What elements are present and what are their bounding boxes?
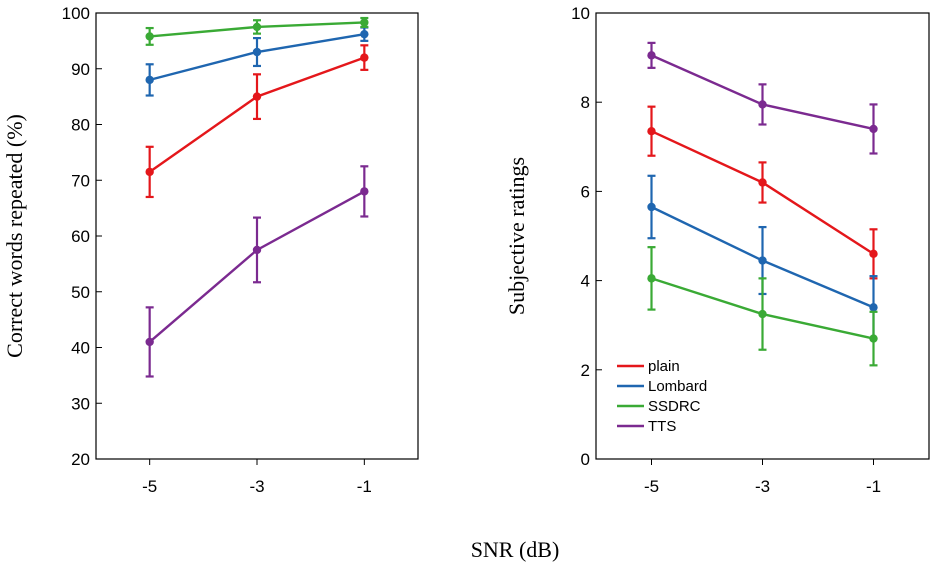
right-y-tick-label: 6 [581,182,590,201]
left-ssdrc-point [360,18,369,27]
right-lombard-point [869,303,878,312]
shared-x-axis-label: SNR (dB) [471,537,560,562]
right-y-tick-label: 0 [581,450,590,469]
right-series-ssdrc [647,246,878,367]
legend-label-tts: TTS [648,418,676,435]
right-lombard-point [758,256,767,265]
left-y-tick-label: 70 [71,171,90,190]
left-y-tick-label: 30 [71,394,90,413]
right-ssdrc-point [647,274,656,283]
right-y-tick-label: 4 [581,272,590,291]
right-y-axis-label: Subjective ratings [504,157,529,315]
left-axis-ticks: 20 30 40 50 60 70 80 90 100 -5 -3 -1 [62,4,372,496]
left-lombard-point [145,75,154,85]
right-y-tick-label: 2 [581,361,590,380]
left-tts-point [252,245,262,255]
left-y-tick-label: 60 [71,227,90,246]
right-plain-point [647,126,656,136]
left-y-tick-label: 20 [71,450,90,469]
right-series-lombard [647,174,878,340]
right-y-tick-label: 10 [571,4,590,23]
left-x-tick-label: -3 [249,477,264,496]
left-y-tick-label: 40 [71,339,90,358]
right-series [647,41,878,367]
right-ssdrc-point [758,309,767,319]
left-ssdrc-point [145,32,154,41]
left-tts-point [360,187,369,196]
right-plain-point [869,249,878,259]
left-series-plain [145,44,369,199]
right-x-tick-label: -3 [755,477,770,496]
left-ssdrc-point [252,22,262,32]
left-series-tts [145,165,369,378]
right-y-tick-label: 8 [581,93,590,112]
right-x-tick-label: -1 [866,477,881,496]
left-series-ssdrc [145,16,369,46]
left-series [145,16,369,378]
left-series-lombard [145,26,369,97]
legend-label-ssdrc: SSDRC [648,398,701,415]
right-tts-point [647,51,656,60]
left-plain-point [360,53,369,62]
left-x-tick-label: -1 [357,477,372,496]
right-lombard-point [647,202,656,212]
left-y-axis-label: Correct words repeated (%) [2,114,27,358]
right-x-tick-label: -5 [644,477,659,496]
legend: plain Lombard SSDRC TTS [617,358,707,435]
right-plain-point [758,178,767,187]
left-y-tick-label: 90 [71,60,90,79]
right-panel: Subjective ratings 0 2 4 6 8 10 -5 -3 -1 plain Lo… [504,4,930,496]
left-plain-point [252,92,262,101]
left-y-tick-label: 50 [71,283,90,302]
left-tts-point [145,337,154,347]
left-y-tick-label: 100 [62,4,90,23]
left-y-tick-label: 80 [71,116,90,135]
right-axis-ticks: 0 2 4 6 8 10 -5 -3 -1 [571,4,881,496]
right-series-tts [647,41,878,155]
legend-label-plain: plain [648,358,680,375]
left-plain-point [145,167,154,177]
left-panel: Correct words repeated (%) 20 30 40 50 60 70 8… [2,4,419,496]
left-lombard-point [252,47,262,57]
legend-label-lombard: Lombard [648,378,707,395]
left-lombard-point [360,29,369,39]
right-tts-point [758,100,767,109]
left-x-tick-label: -5 [142,477,157,496]
right-tts-point [869,124,878,134]
right-ssdrc-point [869,334,878,343]
right-series-plain [647,105,878,280]
